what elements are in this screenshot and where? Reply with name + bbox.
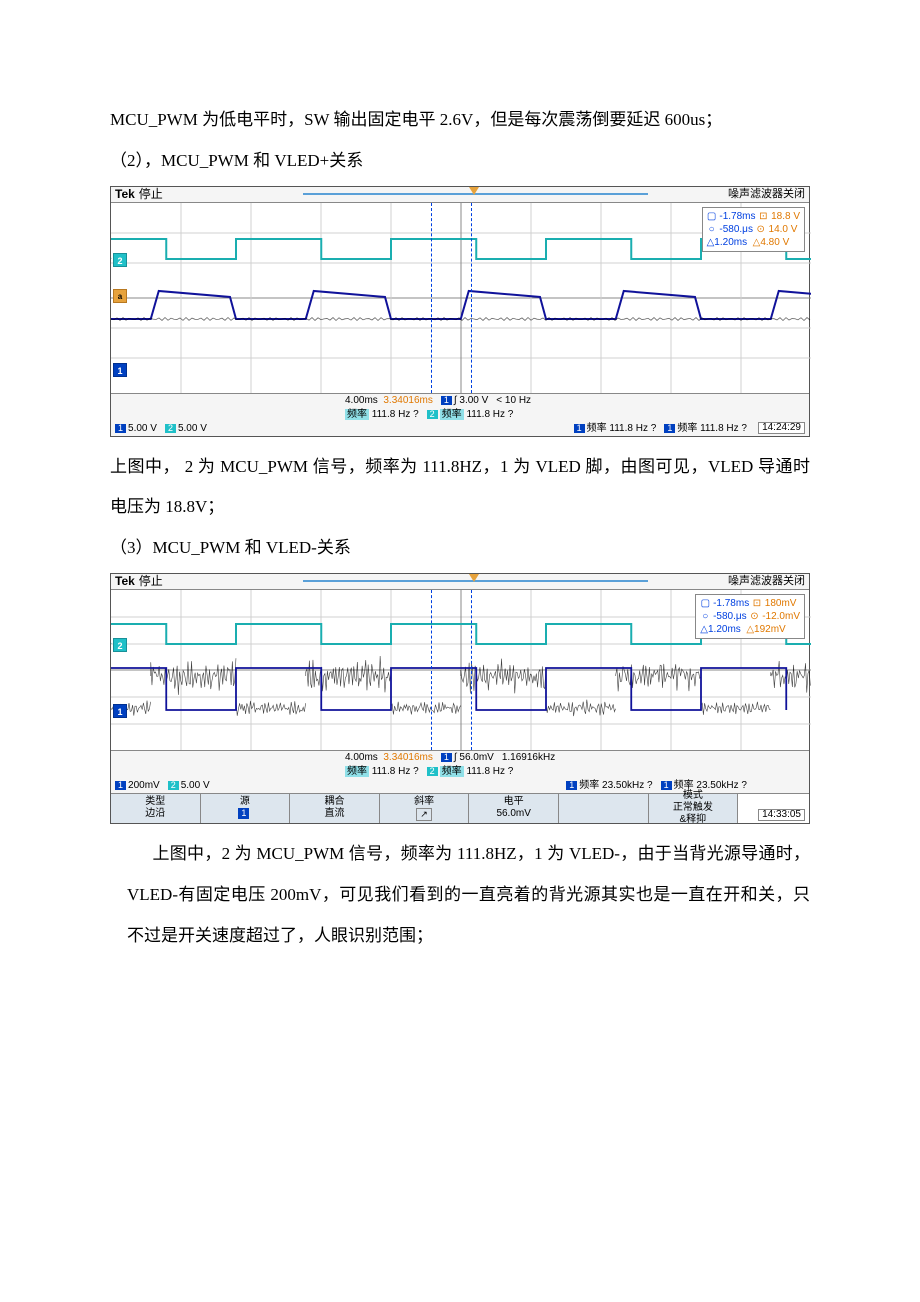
- freq-cy2: 111.8 Hz ?: [466, 409, 513, 420]
- paragraph-1: MCU_PWM 为低电平时，SW 输出固定电平 2.6V，但是每次震荡倒要延迟 …: [110, 100, 810, 141]
- section-3-title: （3）MCU_PWM 和 VLED-关系: [110, 528, 810, 569]
- cd-t: △1.20ms: [707, 237, 747, 248]
- freq-bl1: 111.8 Hz ?: [609, 423, 656, 434]
- cursor-line-a: [431, 203, 432, 393]
- ch2-badge: 2: [113, 638, 127, 652]
- c1-t: -1.78ms: [713, 598, 749, 609]
- freq-label-cy1: 频率: [345, 409, 369, 420]
- paragraph-5: 上图中，2 为 MCU_PWM 信号，频率为 111.8HZ，1 为 VLED-…: [110, 834, 810, 956]
- trigger-marker-icon: [469, 187, 479, 195]
- c2-v: -12.0mV: [762, 611, 800, 622]
- paragraph-3: 上图中， 2 为 MCU_PWM 信号，频率为 111.8HZ，1 为 VLED…: [110, 447, 810, 529]
- top-timeline: [303, 189, 648, 199]
- menu-slope[interactable]: 斜率↗: [380, 794, 470, 823]
- ch1-scale: 5.00 V: [128, 423, 157, 434]
- oscilloscope-2: Tek 停止 噪声滤波器关闭 2: [110, 573, 810, 824]
- c2-v: 14.0 V: [769, 224, 798, 235]
- ch2-scale: 5.00 V: [181, 780, 210, 791]
- tek-label: Tek: [115, 188, 135, 200]
- waveform-area: 2 a 1 ▢ -1.78ms ⊡ 18.8 V ○ -580.μs ⊙ 14.…: [111, 203, 809, 393]
- trig-level: ∫ 3.00 V: [454, 395, 488, 406]
- stop-label: 停止: [139, 575, 163, 587]
- oscilloscope-1: Tek 停止 噪声滤波器关闭: [110, 186, 810, 437]
- cursor-line-b: [471, 203, 472, 393]
- cursor-readout: ▢ -1.78ms ⊡ 180mV ○ -580.μs ⊙ -12.0mV △1…: [695, 594, 805, 639]
- menu-mode[interactable]: 模式正常触发&释抑: [649, 794, 739, 823]
- cursor-readout: ▢ -1.78ms ⊡ 18.8 V ○ -580.μs ⊙ 14.0 V △1…: [702, 207, 805, 252]
- freq-cy1: 111.8 Hz ?: [372, 409, 419, 420]
- freq-cy1: 111.8 Hz ?: [372, 766, 419, 777]
- waveform-area: 2 1 ▢ -1.78ms ⊡ 180mV ○ -580.μs ⊙ -12.0m…: [111, 590, 809, 750]
- c1-v: 180mV: [765, 598, 797, 609]
- freq-bl2: 111.8 Hz ?: [700, 423, 747, 434]
- filter-label: 噪声滤波器关闭: [728, 576, 805, 587]
- freq-label-bl1: 频率: [587, 423, 607, 434]
- cursor-a-marker: a: [113, 289, 127, 303]
- freq-bl1: 23.50kHz ?: [602, 780, 653, 791]
- freq-label-bl2: 频率: [677, 423, 697, 434]
- freq-cy2: 111.8 Hz ?: [466, 766, 513, 777]
- c1-v: 18.8 V: [771, 211, 800, 222]
- scope-frame: Tek 停止 噪声滤波器关闭 2: [110, 573, 810, 824]
- c2-t: -580.μs: [713, 611, 747, 622]
- trig-level: ∫ 56.0mV: [454, 752, 494, 763]
- tpos: 3.34016ms: [383, 752, 432, 763]
- trig-freq: 1.16916kHz: [498, 753, 559, 763]
- scope-bottom-bar: 4.00ms 3.34016ms 1∫ 56.0mV 1.16916kHz 频率…: [111, 750, 809, 823]
- scope-titlebar: Tek 停止 噪声滤波器关闭: [111, 574, 809, 590]
- timebase: 4.00ms: [345, 395, 378, 406]
- ch1-badge: 1: [113, 363, 127, 377]
- timebase: 4.00ms: [345, 752, 378, 763]
- ch2-scale: 5.00 V: [178, 423, 207, 434]
- timestamp: 14:24:29: [758, 422, 805, 434]
- top-timeline: [303, 576, 648, 586]
- menu-coupling[interactable]: 耦合直流: [290, 794, 380, 823]
- menu-level[interactable]: 电平56.0mV: [469, 794, 559, 823]
- menu-source[interactable]: 源1: [201, 794, 291, 823]
- cd-v: △4.80 V: [753, 237, 790, 248]
- cd-v: △192mV: [746, 624, 785, 635]
- scope-titlebar: Tek 停止 噪声滤波器关闭: [111, 187, 809, 203]
- ch1-badge: 1: [113, 704, 127, 718]
- c1-t: -1.78ms: [719, 211, 755, 222]
- trig-freq: < 10 Hz: [492, 396, 535, 406]
- filter-label: 噪声滤波器关闭: [728, 189, 805, 200]
- menu-empty: [559, 794, 649, 823]
- cd-t: △1.20ms: [700, 624, 740, 635]
- c2-t: -580.μs: [719, 224, 753, 235]
- trigger-menu: 类型边沿 源1 耦合直流 斜率↗ 电平56.0mV 模式正常触发&释抑: [111, 793, 809, 823]
- cursor-line-b: [471, 590, 472, 750]
- tek-label: Tek: [115, 575, 135, 587]
- scope-bottom-bar: 4.00ms 3.34016ms 1∫ 3.00 V < 10 Hz 频率 11…: [111, 393, 809, 436]
- scope-frame: Tek 停止 噪声滤波器关闭: [110, 186, 810, 437]
- freq-label-bl1: 频率: [579, 780, 599, 791]
- freq-label-cy2: 频率: [440, 766, 464, 777]
- freq-label-cy1: 频率: [345, 766, 369, 777]
- stop-label: 停止: [139, 188, 163, 200]
- section-2-title: （2），MCU_PWM 和 VLED+关系: [110, 141, 810, 182]
- freq-label-cy2: 频率: [440, 409, 464, 420]
- ch1-vled-trace: [111, 668, 786, 710]
- menu-type[interactable]: 类型边沿: [111, 794, 201, 823]
- ch1-scale: 200mV: [128, 780, 160, 791]
- timestamp: 14:33:05: [758, 809, 805, 821]
- freq-bl2: 23.50kHz ?: [696, 780, 747, 791]
- tpos: 3.34016ms: [383, 395, 432, 406]
- ch2-badge: 2: [113, 253, 127, 267]
- trigger-marker-icon: [469, 574, 479, 582]
- cursor-line-a: [431, 590, 432, 750]
- trig-ch-badge: 1: [441, 396, 452, 405]
